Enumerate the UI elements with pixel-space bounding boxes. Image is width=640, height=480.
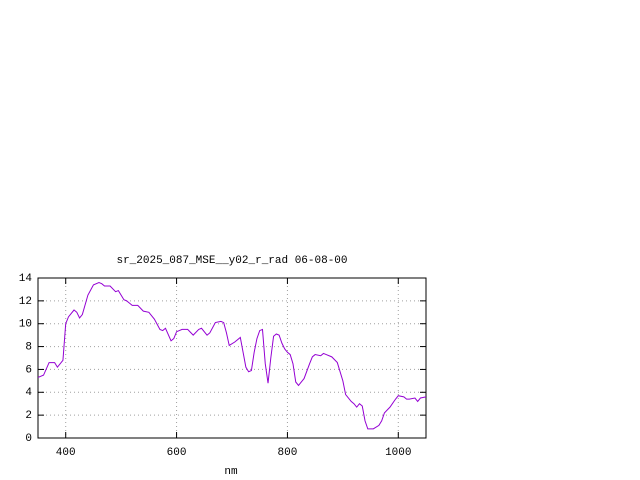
y-tick-label: 12 [19,296,32,308]
x-tick-label: 600 [167,447,187,459]
x-tick-label: 1000 [385,447,411,459]
y-tick-label: 4 [25,387,32,399]
plot-border [37,277,427,439]
y-tick-label: 10 [19,319,32,331]
y-tick-label: 2 [25,410,32,422]
x-tick-label: 400 [56,447,76,459]
data-line [37,282,427,430]
x-axis-label: nm [224,466,238,478]
x-tick-label: 800 [278,447,298,459]
y-tick-label: 14 [19,273,33,285]
chart-title: sr_2025_087_MSE__y02_r_rad 06-08-00 [116,255,347,267]
y-tick-label: 8 [25,341,32,353]
y-tick-label: 0 [25,433,32,445]
y-tick-label: 6 [25,364,32,376]
